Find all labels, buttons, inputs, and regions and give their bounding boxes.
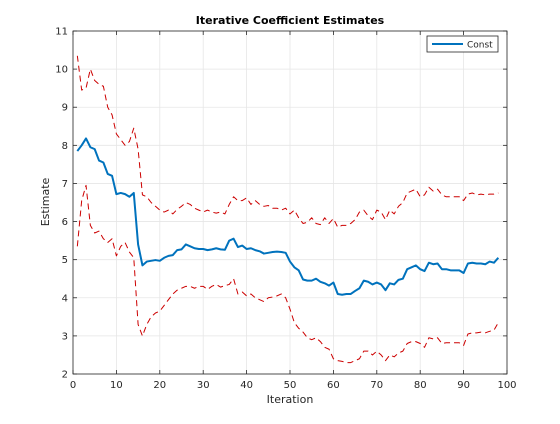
y-tick-label: 6: [62, 217, 68, 228]
legend: Const: [426, 35, 499, 53]
legend-label-const: Const: [467, 41, 493, 51]
x-tick-label: 0: [70, 380, 76, 391]
series-line-lower-bound: [76, 184, 499, 364]
x-tick-label: 20: [153, 380, 166, 391]
chart-title: Iterative Coefficient Estimates: [196, 14, 385, 27]
y-tick-label: 9: [62, 103, 68, 114]
x-tick-label: 100: [497, 380, 516, 391]
y-tick-label: 2: [62, 370, 68, 381]
x-tick-label: 50: [284, 380, 297, 391]
series-layer: [76, 55, 500, 364]
y-tick-label: 11: [55, 27, 68, 38]
y-tick-label: 7: [62, 179, 68, 190]
y-tick-label: 8: [62, 141, 68, 152]
x-tick-label: 60: [327, 380, 340, 391]
y-tick-label: 3: [62, 331, 68, 342]
x-tick-label: 70: [370, 380, 383, 391]
y-axis-label: Estimate: [39, 177, 52, 226]
y-tick-label: 5: [62, 255, 68, 266]
series-line-const: [76, 137, 500, 296]
ticks: 0 10 20 30 40 50 60 70 80 90 100 2 3 4 5 6 7 8 9 10 11: [55, 27, 516, 392]
x-axis-label: Iteration: [267, 393, 314, 406]
x-tick-label: 10: [110, 380, 123, 391]
x-tick-label: 90: [457, 380, 470, 391]
x-tick-label: 40: [240, 380, 253, 391]
y-tick-label: 10: [55, 65, 68, 76]
x-tick-label: 80: [414, 380, 427, 391]
x-tick-label: 30: [197, 380, 210, 391]
y-tick-label: 4: [62, 293, 68, 304]
